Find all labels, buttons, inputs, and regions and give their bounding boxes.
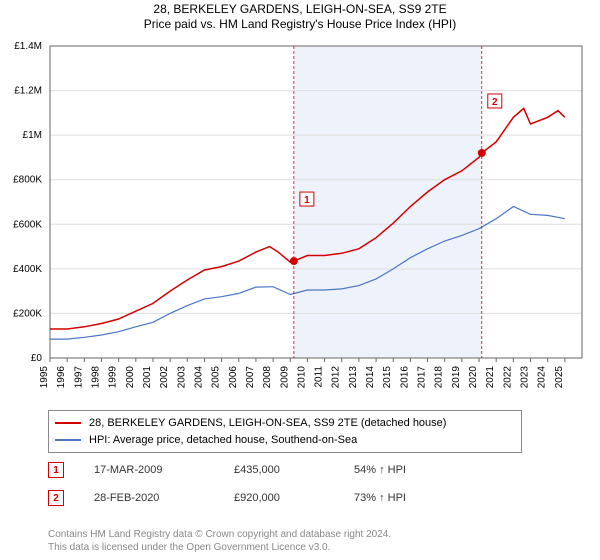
sale-marker-num: 1 — [53, 465, 59, 476]
svg-text:1996: 1996 — [56, 366, 67, 389]
svg-text:2006: 2006 — [228, 366, 239, 389]
svg-text:2012: 2012 — [331, 366, 342, 389]
footer-line: This data is licensed under the Open Gov… — [48, 541, 391, 554]
page-title: 28, BERKELEY GARDENS, LEIGH-ON-SEA, SS9 … — [0, 2, 600, 16]
svg-text:2025: 2025 — [554, 366, 565, 389]
svg-text:£1M: £1M — [23, 130, 42, 141]
svg-text:2007: 2007 — [245, 366, 256, 389]
svg-text:2015: 2015 — [382, 366, 393, 389]
legend-item: 28, BERKELEY GARDENS, LEIGH-ON-SEA, SS9 … — [55, 415, 515, 432]
svg-text:2019: 2019 — [451, 366, 462, 389]
svg-text:2: 2 — [492, 97, 498, 108]
footer-attribution: Contains HM Land Registry data © Crown c… — [48, 528, 391, 554]
svg-text:2014: 2014 — [365, 366, 376, 389]
svg-text:£200K: £200K — [13, 308, 42, 319]
sale-price: £920,000 — [234, 492, 324, 504]
sale-marker-num: 2 — [53, 493, 59, 504]
svg-text:£1.2M: £1.2M — [14, 86, 42, 97]
svg-text:£0: £0 — [31, 353, 43, 364]
svg-text:1997: 1997 — [73, 366, 84, 389]
svg-text:2020: 2020 — [468, 366, 479, 389]
svg-text:2004: 2004 — [193, 366, 204, 389]
sale-date: 28-FEB-2020 — [94, 492, 204, 504]
svg-text:2024: 2024 — [537, 366, 548, 389]
svg-text:2010: 2010 — [296, 366, 307, 389]
footer-line: Contains HM Land Registry data © Crown c… — [48, 528, 391, 541]
svg-text:2003: 2003 — [176, 366, 187, 389]
svg-text:£1.4M: £1.4M — [14, 41, 42, 52]
sale-marker-icon: 2 — [48, 490, 64, 506]
sale-row: 1 17-MAR-2009 £435,000 54% ↑ HPI — [48, 462, 406, 478]
svg-text:1998: 1998 — [90, 366, 101, 389]
svg-text:2005: 2005 — [211, 366, 222, 389]
price-chart: £0 £200K £400K £600K £800K £1M £1.2M £1.4M 1995 1… — [4, 40, 588, 400]
svg-text:2016: 2016 — [399, 366, 410, 389]
svg-text:2013: 2013 — [348, 366, 359, 389]
svg-text:2009: 2009 — [279, 366, 290, 389]
sale-row: 2 28-FEB-2020 £920,000 73% ↑ HPI — [48, 490, 406, 506]
svg-text:2001: 2001 — [142, 366, 153, 389]
svg-text:2017: 2017 — [417, 366, 428, 389]
svg-text:2023: 2023 — [520, 366, 531, 389]
legend-swatch — [55, 439, 81, 441]
svg-text:£800K: £800K — [13, 175, 42, 186]
sale-marker-icon: 1 — [48, 462, 64, 478]
svg-text:2011: 2011 — [314, 366, 325, 388]
legend-item: HPI: Average price, detached house, Sout… — [55, 432, 515, 449]
svg-text:£400K: £400K — [13, 264, 42, 275]
svg-text:2018: 2018 — [434, 366, 445, 389]
legend: 28, BERKELEY GARDENS, LEIGH-ON-SEA, SS9 … — [48, 410, 522, 453]
sale-date: 17-MAR-2009 — [94, 464, 204, 476]
svg-text:2000: 2000 — [125, 366, 136, 389]
svg-text:2008: 2008 — [262, 366, 273, 389]
page-subtitle: Price paid vs. HM Land Registry's House … — [0, 17, 600, 31]
legend-swatch — [55, 422, 81, 424]
svg-text:1: 1 — [304, 195, 310, 206]
svg-text:1995: 1995 — [39, 366, 50, 389]
sale-hpi-delta: 73% ↑ HPI — [354, 492, 406, 504]
legend-label: HPI: Average price, detached house, Sout… — [89, 432, 357, 449]
sale-hpi-delta: 54% ↑ HPI — [354, 464, 406, 476]
sale-price: £435,000 — [234, 464, 324, 476]
svg-text:1999: 1999 — [108, 366, 119, 389]
legend-label: 28, BERKELEY GARDENS, LEIGH-ON-SEA, SS9 … — [89, 415, 446, 432]
svg-text:2002: 2002 — [159, 366, 170, 389]
svg-text:£600K: £600K — [13, 219, 42, 230]
svg-text:2022: 2022 — [502, 366, 513, 389]
svg-text:2021: 2021 — [485, 366, 496, 389]
